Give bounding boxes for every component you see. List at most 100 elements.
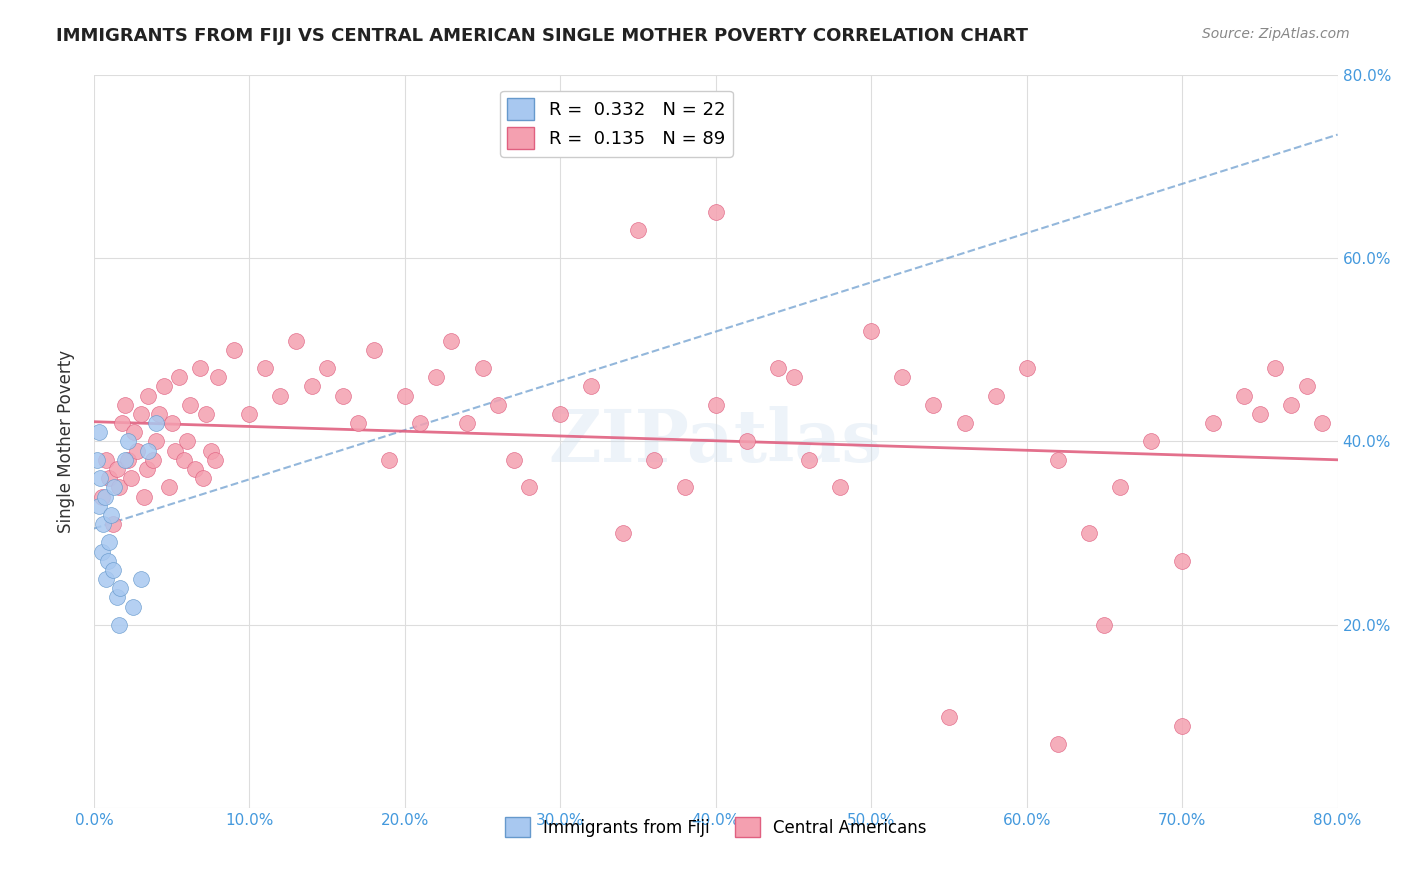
Point xyxy=(90,544,112,558)
Point xyxy=(735,434,758,449)
Point xyxy=(160,416,183,430)
Point xyxy=(200,443,222,458)
Point xyxy=(114,398,136,412)
Point xyxy=(1015,361,1038,376)
Point xyxy=(163,443,186,458)
Point xyxy=(184,462,207,476)
Point xyxy=(517,480,540,494)
Point xyxy=(953,416,976,430)
Point xyxy=(922,398,945,412)
Text: Source: ZipAtlas.com: Source: ZipAtlas.com xyxy=(1202,27,1350,41)
Legend: Immigrants from Fiji, Central Americans: Immigrants from Fiji, Central Americans xyxy=(498,811,934,844)
Point xyxy=(332,389,354,403)
Point xyxy=(100,508,122,522)
Point xyxy=(1264,361,1286,376)
Point xyxy=(830,480,852,494)
Point xyxy=(111,416,134,430)
Point xyxy=(173,453,195,467)
Point xyxy=(1279,398,1302,412)
Point xyxy=(643,453,665,467)
Point xyxy=(938,709,960,723)
Point xyxy=(103,480,125,494)
Point xyxy=(135,462,157,476)
Point xyxy=(87,499,110,513)
Point xyxy=(129,572,152,586)
Point xyxy=(238,407,260,421)
Point xyxy=(96,453,118,467)
Point xyxy=(148,407,170,421)
Point xyxy=(124,425,146,440)
Point xyxy=(1295,379,1317,393)
Point xyxy=(105,462,128,476)
Text: ZIPatlas: ZIPatlas xyxy=(548,406,883,477)
Point xyxy=(1202,416,1225,430)
Text: IMMIGRANTS FROM FIJI VS CENTRAL AMERICAN SINGLE MOTHER POVERTY CORRELATION CHART: IMMIGRANTS FROM FIJI VS CENTRAL AMERICAN… xyxy=(56,27,1028,45)
Point xyxy=(101,563,124,577)
Point xyxy=(117,434,139,449)
Point xyxy=(425,370,447,384)
Point xyxy=(179,398,201,412)
Point xyxy=(188,361,211,376)
Point xyxy=(97,554,120,568)
Point xyxy=(704,205,727,219)
Point xyxy=(98,471,121,485)
Point xyxy=(204,453,226,467)
Point xyxy=(797,453,820,467)
Point xyxy=(176,434,198,449)
Point xyxy=(581,379,603,393)
Point xyxy=(316,361,339,376)
Point xyxy=(1077,526,1099,541)
Point xyxy=(502,453,524,467)
Point xyxy=(107,618,129,632)
Point xyxy=(673,480,696,494)
Point xyxy=(121,599,143,614)
Point xyxy=(98,535,121,549)
Point xyxy=(90,490,112,504)
Point xyxy=(612,526,634,541)
Point xyxy=(550,407,572,421)
Point xyxy=(363,343,385,357)
Point xyxy=(129,407,152,421)
Point xyxy=(285,334,308,348)
Y-axis label: Single Mother Poverty: Single Mother Poverty xyxy=(58,350,75,533)
Point xyxy=(1249,407,1271,421)
Point xyxy=(110,581,132,595)
Point xyxy=(169,370,191,384)
Point xyxy=(138,443,160,458)
Point xyxy=(191,471,214,485)
Point xyxy=(222,343,245,357)
Point xyxy=(107,480,129,494)
Point xyxy=(207,370,229,384)
Point xyxy=(782,370,804,384)
Point xyxy=(138,389,160,403)
Point xyxy=(89,471,111,485)
Point xyxy=(378,453,401,467)
Point xyxy=(145,416,167,430)
Point xyxy=(117,453,139,467)
Point xyxy=(194,407,217,421)
Point xyxy=(145,434,167,449)
Point xyxy=(440,334,463,348)
Point xyxy=(96,572,118,586)
Point xyxy=(766,361,789,376)
Point xyxy=(1171,719,1194,733)
Point xyxy=(86,453,108,467)
Point xyxy=(471,361,494,376)
Point xyxy=(1094,618,1116,632)
Point xyxy=(105,591,128,605)
Point xyxy=(347,416,370,430)
Point xyxy=(153,379,176,393)
Point xyxy=(984,389,1007,403)
Point xyxy=(486,398,509,412)
Point xyxy=(456,416,478,430)
Point xyxy=(1046,453,1069,467)
Point xyxy=(891,370,914,384)
Point xyxy=(1046,737,1069,751)
Point xyxy=(1233,389,1256,403)
Point xyxy=(91,516,114,531)
Point xyxy=(87,425,110,440)
Point xyxy=(704,398,727,412)
Point xyxy=(114,453,136,467)
Point xyxy=(1171,554,1194,568)
Point xyxy=(157,480,180,494)
